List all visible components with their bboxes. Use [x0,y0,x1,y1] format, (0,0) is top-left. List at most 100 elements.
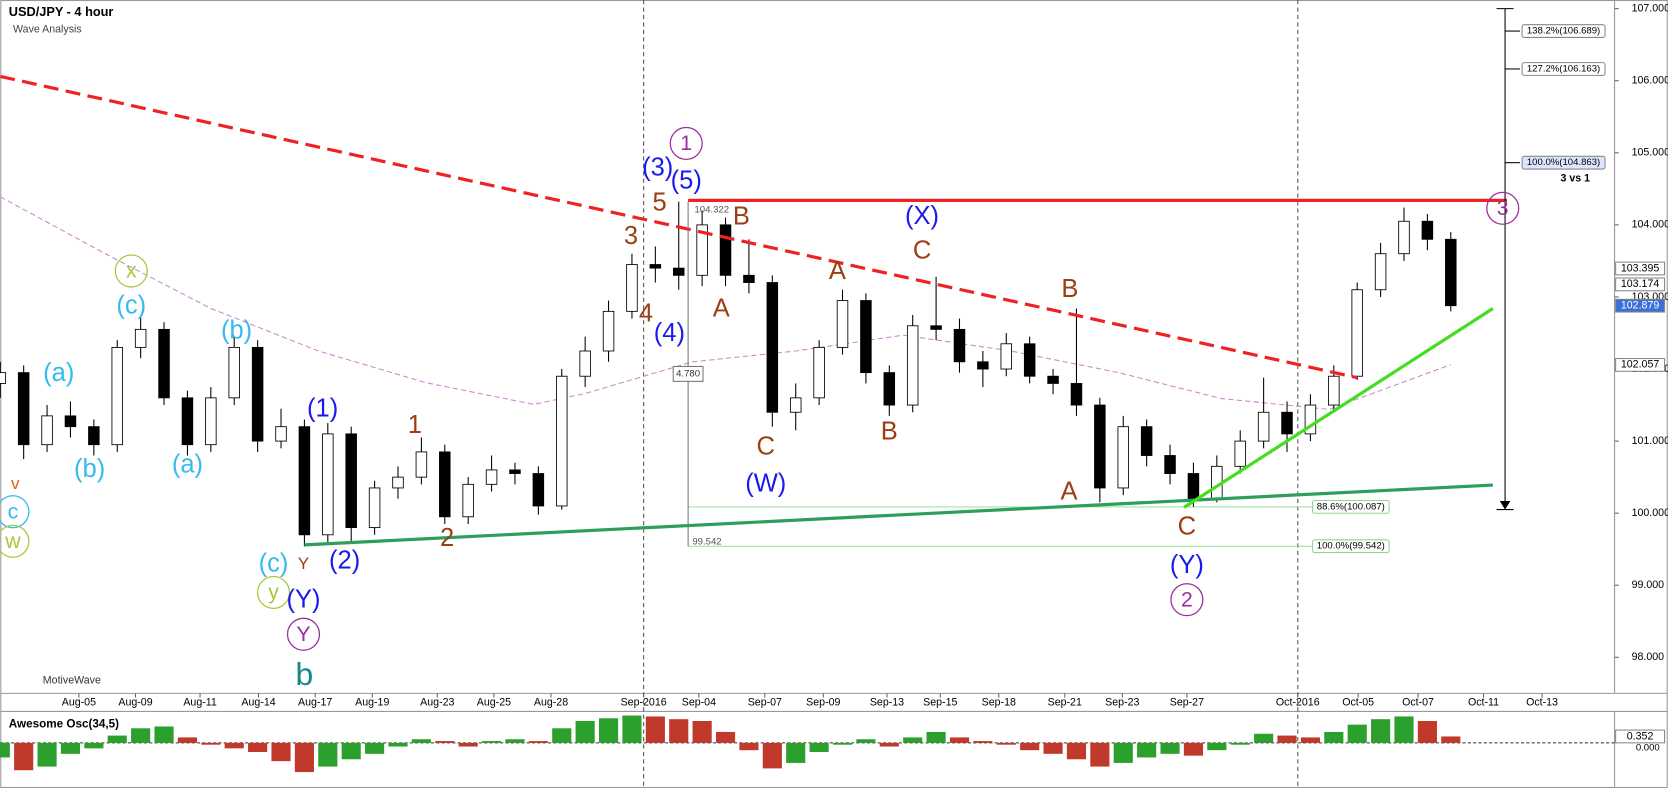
candle-body [1094,404,1106,489]
candle-body [626,264,638,312]
candle-body [1257,411,1270,442]
candle-body [368,487,381,529]
measure-high: 104.322 [694,205,729,216]
candle-body [719,224,732,276]
wave-label: w [4,529,21,553]
osc-bar [177,737,198,743]
wave-label: Y [298,554,309,573]
candle-body [298,426,311,536]
osc-bar [411,739,431,743]
candle-body [1445,238,1457,307]
wave-label: Y [296,622,310,646]
measure-range: 4.780 [676,368,700,379]
candle-body [1281,411,1293,435]
osc-bar [458,742,478,747]
osc-bar [856,739,876,743]
candle-body [64,415,77,428]
wave-label: A [829,257,846,285]
x-tick-label: Aug-14 [241,697,275,709]
y-tick-label: 101.000 [1632,435,1668,447]
x-tick-label: Sep-18 [982,697,1016,709]
wave-label: (2) [329,547,360,575]
level-box [1521,155,1606,170]
x-tick-label: Aug-19 [355,697,389,709]
candle-body [1000,343,1013,370]
osc-tag [1615,729,1666,744]
osc-bar [388,742,408,747]
price-tag [1615,261,1666,276]
candle-body [743,274,755,283]
osc-bar [14,742,34,771]
trendline [1183,307,1494,509]
osc-bar [809,742,829,752]
osc-bar [973,741,993,743]
candle-body [1398,220,1410,255]
candle-body [1187,473,1200,500]
candle-body [251,346,264,442]
wave-label: B [881,418,898,446]
osc-bar [84,742,104,749]
price-tag [1615,277,1666,292]
osc-bar [1090,742,1110,767]
osc-bar [0,742,10,758]
wave-label: C [757,433,775,461]
trendline [0,74,1358,380]
osc-bar [1371,719,1391,743]
note: 3 vs 1 [1561,172,1591,184]
candle-body [813,346,825,399]
osc-bar [715,731,736,743]
candle-body [672,267,685,276]
osc-bar [669,719,689,743]
osc-bar [1277,735,1297,743]
price-tag-label: 102.057 [1621,359,1659,371]
candle-body [1328,375,1340,406]
osc-bar [575,721,595,743]
wave-label: (c) [259,549,289,577]
x-tick-label: Sep-27 [1170,697,1204,709]
wave-circle [669,126,703,161]
candle-body [1023,343,1036,377]
measure-low: 99.542 [692,536,721,547]
candle-body [1140,426,1153,456]
wave-circle [256,575,291,610]
x-tick-label: Sep-21 [1048,697,1082,709]
candle-body [1047,375,1059,384]
osc-bar [1417,721,1437,743]
watermark: MotiveWave [43,674,101,686]
osc-bar [271,742,291,762]
candle-body [345,433,357,529]
wave-label: b [296,656,314,692]
level-box [1521,62,1606,76]
level-box [1521,24,1606,38]
wave-circle [1486,191,1520,225]
wave-circle [286,617,321,651]
candle-body [1117,426,1129,489]
projection-arrow [1499,501,1511,510]
wave-circle [0,524,30,558]
x-tick-label: Sep-04 [682,697,716,709]
price-tag-label: 103.395 [1621,262,1659,274]
candle-body [883,372,896,406]
candle-body [789,397,802,413]
osc-bar [248,742,268,752]
wave-label: 4 [639,299,653,327]
candle-body [953,328,966,363]
osc-bar [224,742,244,749]
x-tick-label: Oct-11 [1468,697,1499,709]
price-tag [1615,357,1666,372]
candle-body [439,451,451,518]
candle-body [181,397,194,446]
wave-label: y [268,580,279,604]
osc-bar [341,742,361,760]
candle-body [205,397,217,446]
osc-bar [1066,742,1087,760]
wave-label: c [8,499,19,523]
osc-bar [201,742,221,745]
osc-tag-label: 0.352 [1627,730,1654,742]
candle-body [392,476,404,489]
y-tick-label: 104.000 [1632,219,1668,231]
osc-bar [1020,742,1040,751]
wave-label: (Y) [1170,551,1204,579]
candle-body [836,300,849,348]
